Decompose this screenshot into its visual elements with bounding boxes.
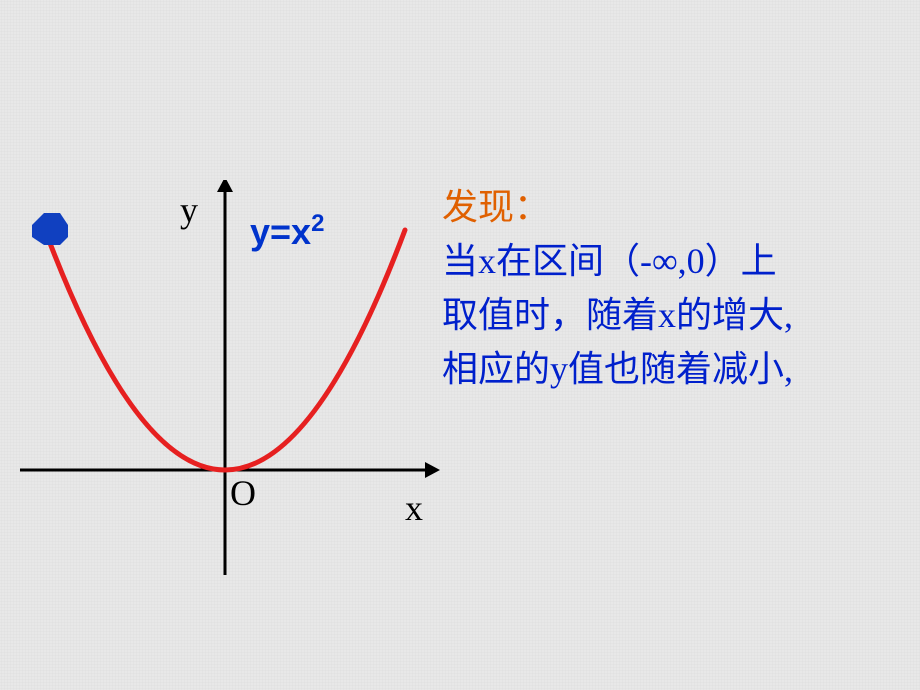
explanation-text: 发现： 当x在区间（-∞,0）上 取值时，随着x的增大, 相应的y值也随着减小, xyxy=(442,180,892,396)
origin-label: O xyxy=(230,473,256,513)
body-line-1: 当x在区间（-∞,0）上 xyxy=(442,241,777,281)
equation-exponent: 2 xyxy=(311,210,324,237)
y-axis-arrow xyxy=(217,180,233,192)
heading-text: 发现： xyxy=(442,187,550,227)
x-axis-label: x xyxy=(405,488,423,528)
chart-area: y x O xyxy=(20,180,440,580)
y-axis-label: y xyxy=(180,190,198,230)
curve-marker xyxy=(32,213,68,245)
equation-label: y=x2 xyxy=(250,210,324,253)
body-line-2: 取值时，随着x的增大, xyxy=(442,295,793,335)
equation-base: y=x xyxy=(250,211,311,252)
x-axis-arrow xyxy=(425,462,440,478)
chart-svg: y x O xyxy=(20,180,440,580)
body-line-3: 相应的y值也随着减小, xyxy=(442,349,793,389)
